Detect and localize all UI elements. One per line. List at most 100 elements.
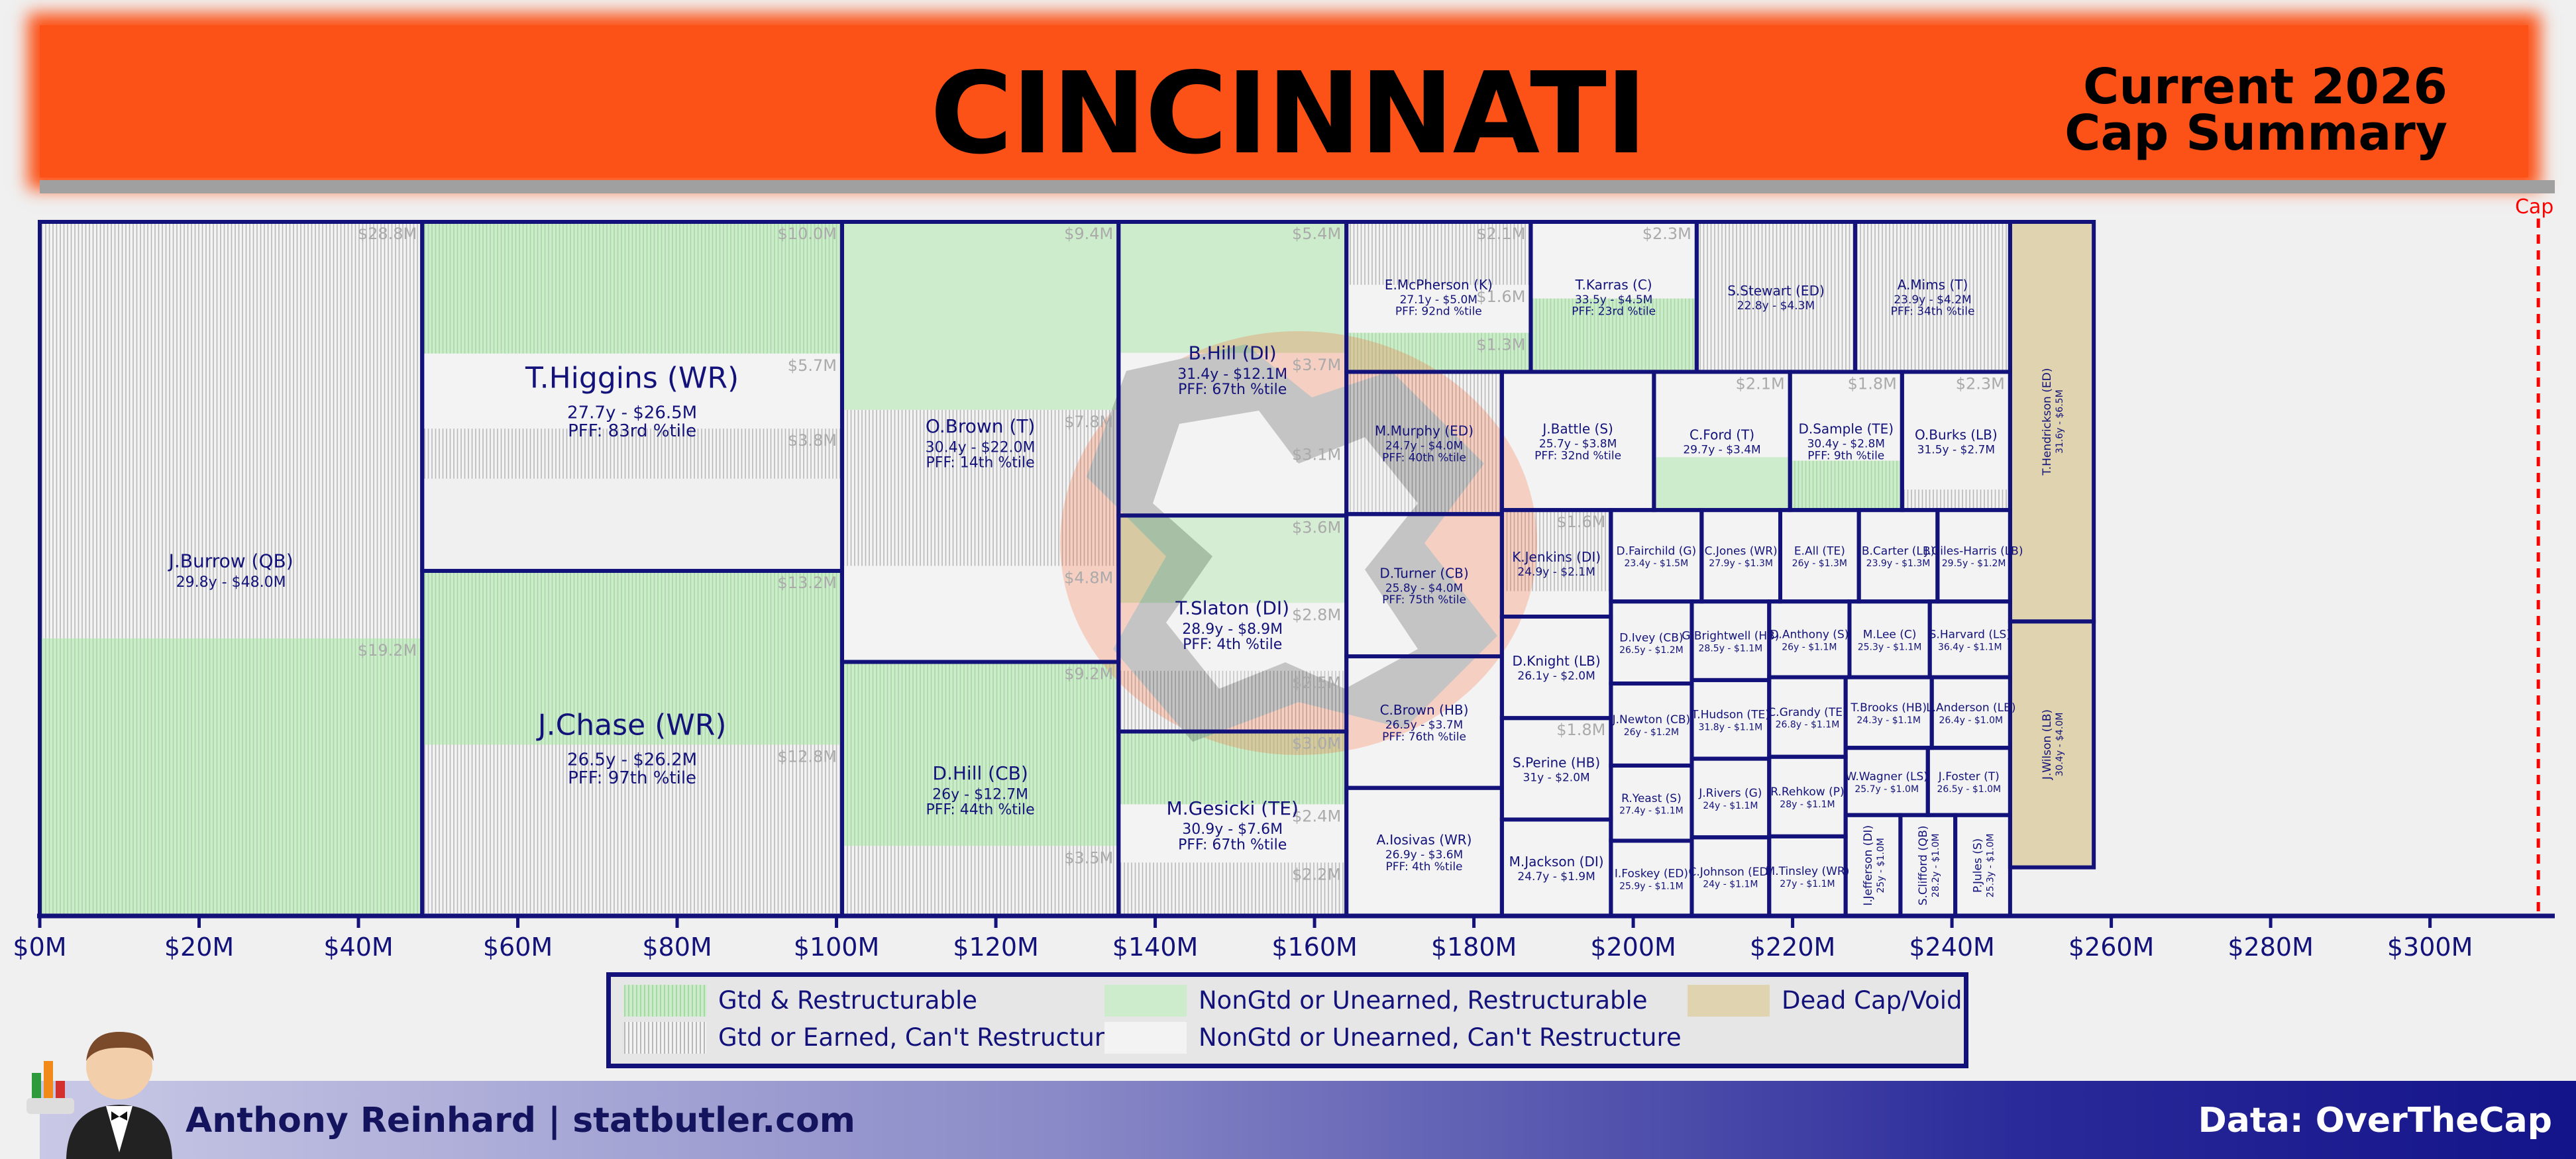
player-detail-label: 23.9y - $4.2M xyxy=(1894,293,1971,307)
cap-layer-ngtd_cant xyxy=(1691,837,1770,916)
player-detail-label: 26.5y - $26.2M xyxy=(567,750,697,770)
cap-layer-ngtd_cant xyxy=(1530,222,1697,299)
player-name-label: T.Slaton (DI) xyxy=(1175,597,1289,619)
player-name-label: J.Battle (S) xyxy=(1541,421,1613,436)
player-detail-label: 28.5y - $1.1M xyxy=(1699,644,1763,654)
x-tick-label: $180M xyxy=(1431,932,1517,962)
cap-layer-ngtd_cant xyxy=(841,566,1119,662)
player-name-label: S.Clifford (QB) xyxy=(1917,825,1930,905)
player-name-label: S.Perine (HB) xyxy=(1513,754,1600,770)
player-detail-label: 26y - $1.1M xyxy=(1782,642,1837,652)
chart-legend: Gtd & Restructurable NonGtd or Unearned, … xyxy=(606,972,1968,1068)
cap-layer-ngtd_cant xyxy=(1118,352,1347,443)
player-name-label: T.Higgins (WR) xyxy=(525,361,739,395)
player-detail-label: 28.9y - $8.9M xyxy=(1182,621,1283,638)
cap-layer-ngtd_cant xyxy=(1858,510,1938,602)
cap-layer-ngtd_cant xyxy=(1611,765,1692,841)
legend-label-dead: Dead Cap/Void xyxy=(1782,986,1962,1015)
cap-layer-ngtd_cant xyxy=(1927,748,2010,815)
player-pff-label: PFF: 44th %tile xyxy=(926,802,1035,819)
layer-amount-label: $2.5M xyxy=(1292,674,1341,692)
legend-swatch-dead xyxy=(1688,985,1770,1017)
player-label: M.Lee (C)25.3y - $1.1M xyxy=(1858,629,1922,653)
cap-layer-ngtd_cant xyxy=(1701,510,1780,602)
player-name-label: M.Murphy (ED) xyxy=(1375,423,1474,438)
player-detail-label: 29.7y - $3.4M xyxy=(1683,443,1760,456)
layer-amount-label: $1.8M xyxy=(1848,374,1897,393)
cap-layer-ngtd_cant xyxy=(1902,372,2010,490)
cap-layer-gtd_cant xyxy=(422,428,842,479)
cap-layer-ngtd_cant xyxy=(1501,372,1654,511)
cap-layer-ngtd_cant xyxy=(1849,601,1930,678)
player-label: R.Yeast (S)27.4y - $1.1M xyxy=(1619,792,1684,817)
player-detail-label: 31y - $2.0M xyxy=(1523,771,1590,784)
player-name-label: R.Rehkow (P) xyxy=(1770,785,1844,799)
cap-layer-ngtd_cant xyxy=(1501,617,1611,719)
player-detail-label: 22.8y - $4.3M xyxy=(1737,299,1815,313)
cap-layer-ngtd_cant xyxy=(1769,836,1846,916)
layer-amount-label: $13.2M xyxy=(778,574,837,592)
player-detail-label: 24y - $1.1M xyxy=(1703,880,1758,890)
layer-amount-label: $2.2M xyxy=(1292,865,1341,883)
player-detail-label: 30.4y - $4.0M xyxy=(2055,713,2065,777)
player-name-label: B.Hill (DI) xyxy=(1189,342,1277,364)
player-name-label: J.Wilson (LB) xyxy=(2041,709,2054,780)
player-detail-label: 25.3y - $1.0M xyxy=(1986,834,1996,898)
cap-layer-ngtd_cant xyxy=(422,353,842,429)
footer-data-source: Data: OverTheCap xyxy=(2198,1101,2552,1140)
player-name-label: C.Brown (HB) xyxy=(1380,702,1469,718)
layer-amount-label: $2.3M xyxy=(1956,374,2005,393)
player-name-label: D.Fairchild (G) xyxy=(1617,544,1697,558)
player-name-label: R.Yeast (S) xyxy=(1621,792,1682,805)
cap-layer-ngtd_cant xyxy=(1931,677,2010,748)
player-name-label: I.Foskey (ED) xyxy=(1615,867,1688,880)
player-name-label: D.Anthony (S) xyxy=(1770,629,1849,642)
cap-layer-ngtd_cant xyxy=(1118,442,1347,519)
player-label: D.Fairchild (G)23.4y - $1.5M xyxy=(1617,544,1697,569)
cap-layer-gtd_cant xyxy=(1346,372,1502,515)
cap-layer-ngtd_cant xyxy=(1845,748,1928,815)
player-detail-label: 31.4y - $12.1M xyxy=(1177,366,1287,383)
header-divider xyxy=(40,180,2555,193)
x-tick-label: $0M xyxy=(13,932,66,962)
player-label: W.Wagner (LS)25.7y - $1.0M xyxy=(1846,770,1928,795)
player-pff-label: PFF: 67th %tile xyxy=(1178,836,1287,853)
player-label: J.Burrow (QB) 29.8y - $48.0M xyxy=(168,550,294,591)
cap-layer-gtd_restr xyxy=(1530,298,1697,372)
player-name-label: J.Giles-Harris (LB) xyxy=(1924,544,2023,558)
cap-layer-gtd_cant xyxy=(1501,510,1611,591)
player-name-label: J.Burrow (QB) xyxy=(168,550,294,572)
cap-layer-ngtd_cant xyxy=(1611,840,1692,916)
cap-layer-ngtd_cant xyxy=(1900,815,1956,916)
player-label: B.Carter (LB)23.9y - $1.3M xyxy=(1862,544,1935,569)
player-pff-label: PFF: 9th %tile xyxy=(1807,449,1884,462)
player-detail-label: 25.3y - $1.1M xyxy=(1858,642,1922,652)
player-label: C.Johnson (ED)24y - $1.1M xyxy=(1688,866,1772,890)
player-label: D.Anthony (S)26y - $1.1M xyxy=(1770,629,1849,653)
cap-layer-gtd_restr xyxy=(1346,332,1531,372)
cap-layer-ngtd_restr xyxy=(1118,515,1347,603)
cap-layer-ngtd_cant xyxy=(1937,510,2010,602)
player-label: J.Giles-Harris (LB)29.5y - $1.2M xyxy=(1924,544,2023,569)
player-name-label: P.Jules (S) xyxy=(1972,838,1985,893)
player-detail-label: 26.5y - $1.0M xyxy=(1937,784,2001,795)
cap-layer-dead xyxy=(2010,621,2094,868)
cap-line-label: Cap xyxy=(2515,195,2553,219)
player-detail-label: 26.4y - $1.0M xyxy=(1939,715,2003,726)
layer-amount-label: $3.8M xyxy=(788,431,837,450)
player-detail-label: 26.5y - $3.7M xyxy=(1385,719,1463,732)
player-detail-label: 31.5y - $2.7M xyxy=(1917,443,1995,456)
player-name-label: C.Jones (WR) xyxy=(1705,544,1778,558)
x-tick-label: $200M xyxy=(1590,932,1676,962)
layer-amount-label: $12.8M xyxy=(778,747,837,766)
legend-label-ngtd_restr: NonGtd or Unearned, Restructurable xyxy=(1199,986,1648,1015)
player-pff-label: PFF: 92nd %tile xyxy=(1395,305,1482,319)
player-detail-label: 27.1y - $5.0M xyxy=(1400,293,1477,307)
